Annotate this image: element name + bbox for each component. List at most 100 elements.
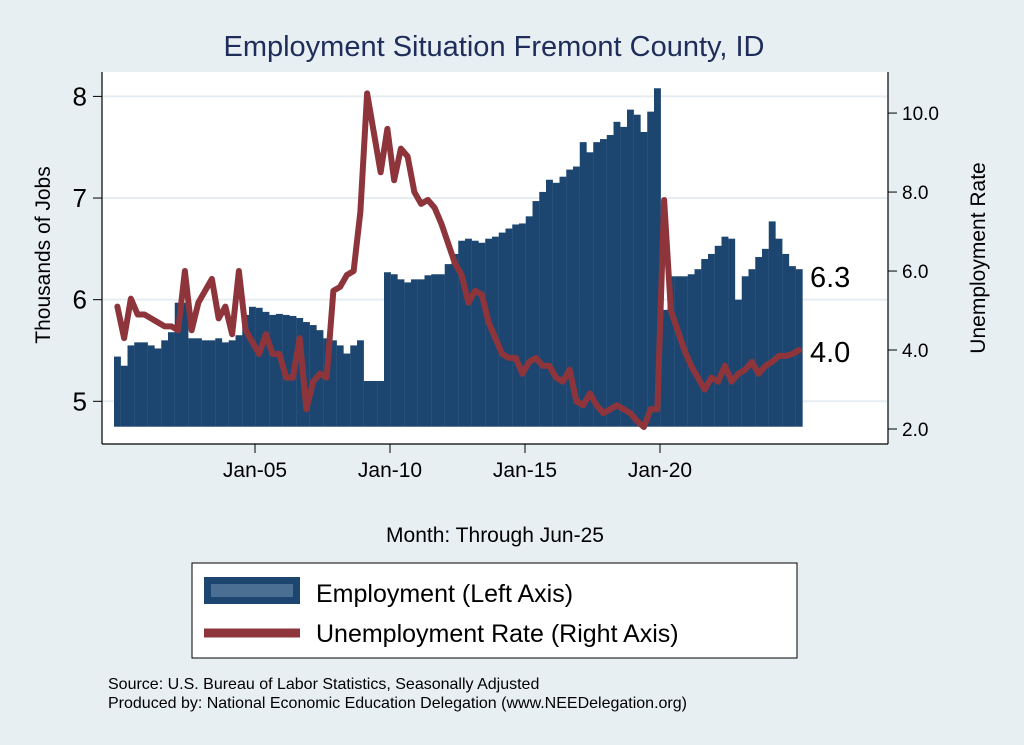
employment-bar: [438, 274, 445, 427]
legend-label-unemployment: Unemployment Rate (Right Axis): [316, 620, 679, 648]
employment-bar: [458, 240, 466, 427]
employment-bar: [775, 238, 783, 427]
employment-bar: [242, 314, 250, 427]
employment-bar: [755, 256, 763, 427]
employment-bar: [552, 182, 560, 427]
employment-bar: [465, 238, 472, 427]
employment-bar: [573, 166, 580, 427]
employment-bar: [768, 221, 776, 427]
employment-bar: [316, 330, 324, 427]
employment-bar: [134, 342, 142, 427]
employment-bar: [384, 272, 391, 427]
employment-bar: [782, 253, 790, 427]
employment-bar: [417, 279, 425, 427]
x-tick-label: Jan-15: [493, 459, 557, 482]
employment-bar: [168, 332, 175, 427]
employment-bar: [485, 238, 493, 427]
employment-bar: [201, 340, 209, 427]
employment-bar: [748, 269, 756, 427]
right-tick-label: 8.0: [902, 183, 928, 204]
employment-bar: [390, 274, 398, 427]
legend-swatch-employment-inner: [211, 584, 293, 597]
x-tick-label: Jan-10: [358, 459, 422, 482]
employment-bar: [519, 223, 526, 427]
right-tick-label: 4.0: [902, 341, 928, 362]
employment-bar: [431, 274, 439, 427]
employment-bar: [559, 176, 567, 427]
employment-bar: [579, 142, 587, 427]
left-tick-label: 5: [73, 386, 87, 416]
employment-bar: [195, 338, 202, 427]
employment-bar: [411, 279, 418, 427]
employment-bar: [309, 325, 317, 427]
left-axis-ticks: 5 6 7 8: [73, 81, 102, 416]
employment-bar: [660, 309, 668, 427]
employment-bar: [276, 313, 283, 427]
employment-bar: [613, 121, 621, 427]
employment-bar: [708, 253, 715, 427]
employment-bar: [566, 169, 574, 427]
employment-bar: [208, 340, 216, 427]
x-tick-label: Jan-05: [223, 459, 287, 482]
employment-bar: [654, 88, 661, 427]
employment-bar: [269, 314, 277, 427]
employment-bar: [363, 380, 371, 427]
employment-bar: [532, 201, 540, 427]
employment-bar: [512, 224, 520, 427]
employment-bar: [593, 142, 601, 427]
employment-bar: [600, 139, 607, 427]
unemployment-end-label: 4.0: [810, 337, 850, 369]
employment-bar: [336, 345, 344, 427]
employment-bar: [620, 126, 628, 427]
employment-bar: [249, 306, 256, 427]
chart-title: Employment Situation Fremont County, ID: [223, 31, 764, 63]
x-axis-ticks: Jan-05 Jan-10 Jan-15 Jan-20: [223, 444, 692, 482]
employment-bar: [222, 342, 229, 427]
employment-bar: [735, 299, 742, 427]
employment-bar: [262, 311, 270, 427]
employment-bar: [498, 232, 506, 427]
employment-bar: [789, 266, 796, 427]
employment-bar: [404, 282, 412, 427]
employment-bar: [694, 269, 702, 427]
employment-bar: [350, 345, 358, 427]
employment-bar: [721, 236, 729, 427]
employment-bar: [357, 340, 364, 427]
employment-bar: [471, 240, 479, 427]
employment-bar: [228, 340, 236, 427]
source-note: Source: U.S. Bureau of Labor Statistics,…: [108, 676, 539, 693]
right-axis-title: Unemployment Rate: [967, 162, 990, 353]
left-tick-label: 7: [73, 183, 87, 213]
x-tick-label: Jan-20: [628, 459, 692, 482]
employment-bar: [741, 276, 749, 427]
employment-bar: [687, 274, 695, 427]
employment-bar: [303, 322, 310, 427]
legend: Employment (Left Axis) Unemployment Rate…: [191, 562, 798, 659]
employment-bar: [424, 275, 432, 427]
employment-bar: [451, 253, 459, 427]
employment-end-label: 6.3: [810, 262, 850, 294]
employment-bar: [525, 216, 533, 427]
employment-bar: [606, 135, 614, 427]
employment-bar: [647, 111, 655, 427]
employment-bar: [539, 191, 547, 427]
employment-bar: [627, 109, 634, 427]
employment-bar: [215, 338, 223, 427]
unemployment-line-group: [114, 90, 803, 431]
employment-bar: [674, 276, 682, 427]
employment-bar: [701, 259, 709, 427]
employment-bar: [127, 345, 135, 427]
employment-bar: [505, 228, 513, 427]
employment-bar: [141, 342, 148, 427]
employment-bar: [586, 152, 594, 427]
employment-bar: [444, 264, 452, 427]
right-axis-ticks: 2.0 4.0 6.0 8.0 10.0: [888, 104, 939, 441]
left-axis-title: Thousands of Jobs: [32, 166, 55, 343]
employment-bar: [174, 302, 182, 427]
right-tick-label: 10.0: [902, 104, 939, 125]
employment-bar: [120, 365, 128, 427]
employment-bar: [397, 279, 405, 427]
employment-bar: [235, 335, 243, 427]
employment-bar: [147, 345, 155, 427]
right-tick-label: 6.0: [902, 262, 928, 283]
